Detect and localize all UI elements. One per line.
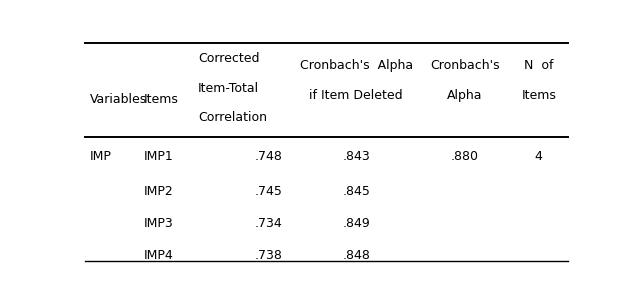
Text: IMP3: IMP3 bbox=[144, 217, 173, 230]
Text: N  of: N of bbox=[524, 59, 554, 72]
Text: IMP: IMP bbox=[89, 150, 111, 164]
Text: Cronbach's  Alpha: Cronbach's Alpha bbox=[299, 59, 413, 72]
Text: .738: .738 bbox=[254, 249, 282, 262]
Text: Items: Items bbox=[521, 89, 556, 102]
Text: .745: .745 bbox=[254, 185, 282, 198]
Text: Alpha: Alpha bbox=[447, 89, 482, 102]
Text: Corrected: Corrected bbox=[198, 52, 260, 65]
Text: .734: .734 bbox=[254, 217, 282, 230]
Text: IMP4: IMP4 bbox=[144, 249, 173, 262]
Text: Correlation: Correlation bbox=[198, 111, 267, 125]
Text: Items: Items bbox=[144, 93, 178, 106]
Text: .880: .880 bbox=[451, 150, 478, 164]
Text: IMP2: IMP2 bbox=[144, 185, 173, 198]
Text: 4: 4 bbox=[535, 150, 543, 164]
Text: .849: .849 bbox=[342, 217, 370, 230]
Text: .748: .748 bbox=[254, 150, 282, 164]
Text: if Item Deleted: if Item Deleted bbox=[310, 89, 403, 102]
Text: .848: .848 bbox=[342, 249, 370, 262]
Text: Variables: Variables bbox=[89, 93, 147, 106]
Text: .843: .843 bbox=[342, 150, 370, 164]
Text: IMP1: IMP1 bbox=[144, 150, 173, 164]
Text: Item-Total: Item-Total bbox=[198, 82, 259, 95]
Text: .845: .845 bbox=[342, 185, 370, 198]
Text: Cronbach's: Cronbach's bbox=[430, 59, 499, 72]
